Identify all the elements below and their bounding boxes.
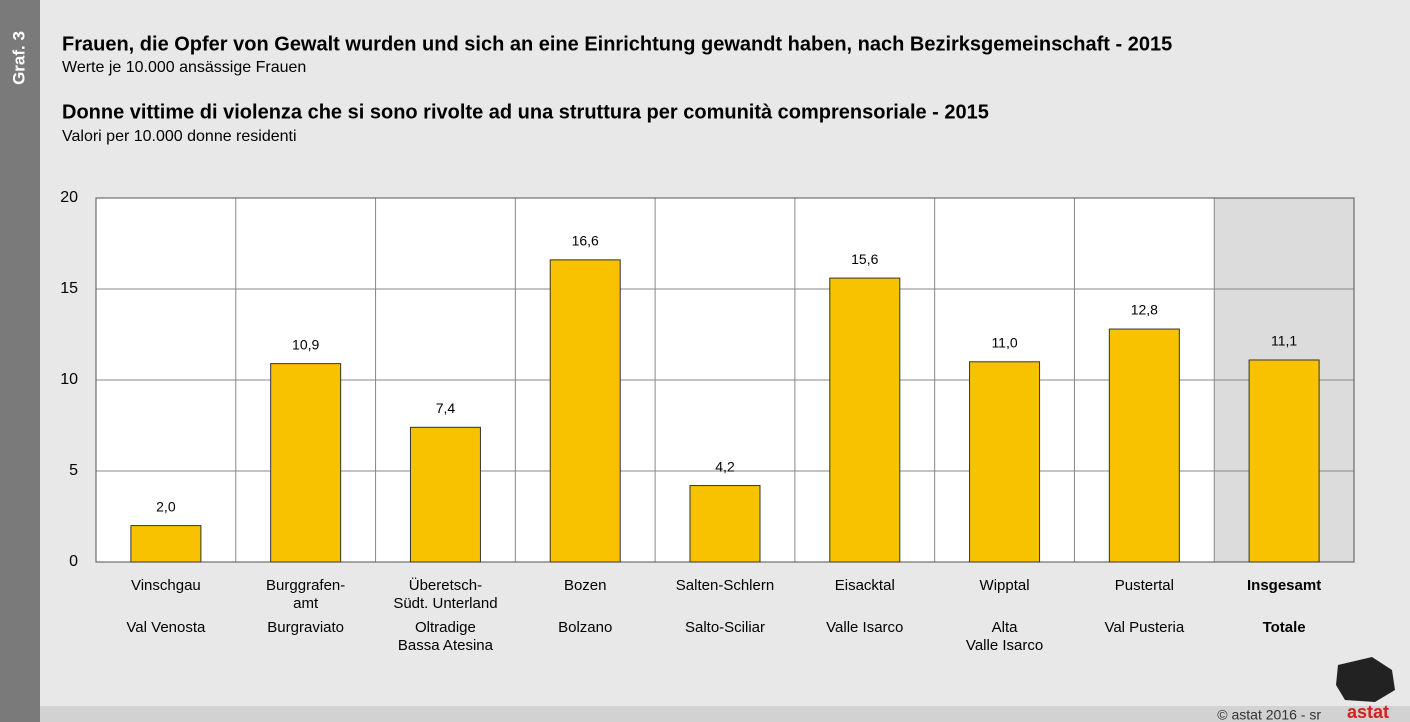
- logo: astat: [1347, 702, 1389, 722]
- y-tick-label: 5: [69, 462, 78, 479]
- side-strip: [0, 0, 40, 722]
- data-label: 15,6: [851, 251, 878, 267]
- bar: [689, 485, 761, 563]
- data-label: 2,0: [156, 498, 176, 514]
- footer-strip: [40, 706, 1410, 722]
- data-label: 4,2: [715, 458, 735, 474]
- chart-title: Frauen, die Opfer von Gewalt wurden und …: [62, 33, 1172, 55]
- x-tick-label: Insgesamt: [1247, 577, 1321, 594]
- y-tick-label: 20: [60, 189, 78, 206]
- bar: [130, 525, 202, 563]
- data-label: 12,8: [1131, 302, 1158, 318]
- x-tick-label: Eisacktal: [835, 577, 895, 594]
- x-tick-label: Pustertal: [1115, 577, 1174, 594]
- x-tick-label-it: Burgraviato: [267, 619, 344, 636]
- x-tick-label-it: Bassa Atesina: [398, 637, 494, 654]
- bar: [1108, 328, 1180, 563]
- y-tick-label: 15: [60, 280, 78, 297]
- chart-subtitle-it: Valori per 10.000 donne residenti: [62, 128, 297, 145]
- bar: [969, 361, 1041, 563]
- footer: © astat 2016 - sr: [1217, 707, 1321, 722]
- x-tick-label-it: Valle Isarco: [966, 637, 1043, 654]
- side-label: Graf. 3: [9, 31, 28, 85]
- x-tick-label-it: Totale: [1263, 619, 1306, 636]
- x-tick-label: Vinschgau: [131, 577, 201, 594]
- chart-subtitle: Werte je 10.000 ansässige Frauen: [62, 59, 306, 76]
- x-tick-label: Wipptal: [980, 577, 1030, 594]
- x-tick-label-it: Val Pusteria: [1104, 619, 1184, 636]
- x-tick-label: amt: [293, 595, 319, 612]
- x-tick-label: Burggrafen-: [266, 577, 345, 594]
- x-tick-label-it: Salto-Sciliar: [685, 619, 765, 636]
- x-tick-label-it: Val Venosta: [126, 619, 206, 636]
- x-tick-label: Überetsch-: [409, 576, 482, 594]
- bar: [270, 363, 342, 563]
- x-tick-label: Südt. Unterland: [393, 595, 497, 612]
- x-tick-label: Bozen: [564, 577, 607, 594]
- data-label: 7,4: [436, 400, 456, 416]
- x-tick-label: Salten-Schlern: [676, 577, 774, 594]
- logo-icon: [1336, 657, 1395, 702]
- data-label: 16,6: [572, 233, 599, 249]
- y-tick-label: 0: [69, 553, 78, 570]
- bar: [549, 259, 621, 563]
- x-tick-label-it: Oltradige: [415, 619, 476, 636]
- data-label: 11,1: [1271, 333, 1297, 349]
- x-tick-label-it: Valle Isarco: [826, 619, 903, 636]
- bar: [409, 426, 481, 563]
- x-tick-label-it: Alta: [992, 619, 1019, 636]
- data-label: 10,9: [292, 336, 319, 352]
- y-tick-label: 10: [60, 371, 78, 388]
- bar: [1248, 359, 1320, 563]
- x-tick-label-it: Bolzano: [558, 619, 612, 636]
- data-label: 11,0: [991, 335, 1017, 351]
- bar: [829, 277, 901, 563]
- chart-title-it: Donne vittime di violenza che si sono ri…: [62, 101, 989, 123]
